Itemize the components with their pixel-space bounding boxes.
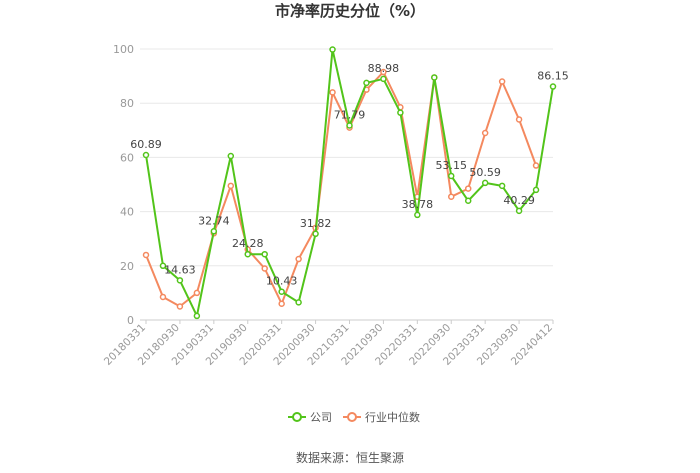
data-point[interactable] bbox=[142, 151, 150, 159]
data-point[interactable] bbox=[515, 116, 523, 123]
data-point[interactable] bbox=[397, 109, 404, 116]
data-point[interactable] bbox=[448, 193, 455, 200]
data-point[interactable] bbox=[498, 182, 506, 190]
data-label: 24.28 bbox=[232, 237, 264, 250]
data-point[interactable] bbox=[532, 162, 540, 169]
data-label: 10.43 bbox=[266, 275, 298, 288]
data-source: 数据来源：恒生聚源 bbox=[296, 450, 404, 465]
data-point[interactable] bbox=[549, 83, 557, 90]
data-point[interactable] bbox=[515, 207, 523, 215]
data-point[interactable] bbox=[380, 68, 387, 76]
data-label: 14.63 bbox=[164, 263, 196, 276]
y-tick-label: 100 bbox=[113, 43, 134, 56]
data-point[interactable] bbox=[295, 299, 302, 306]
data-label: 60.89 bbox=[130, 138, 162, 151]
legend-item-0[interactable]: 公司 bbox=[288, 411, 332, 424]
legend[interactable]: 公司 行业中位数 bbox=[288, 410, 420, 424]
data-point[interactable] bbox=[295, 255, 302, 263]
data-point[interactable] bbox=[278, 288, 285, 295]
data-point[interactable] bbox=[261, 250, 268, 258]
data-point[interactable] bbox=[532, 186, 540, 194]
data-label: 32.74 bbox=[198, 214, 230, 227]
data-point[interactable] bbox=[227, 152, 235, 160]
data-point[interactable] bbox=[278, 300, 285, 307]
y-tick-label: 40 bbox=[120, 206, 134, 219]
series-0 bbox=[142, 46, 557, 320]
data-point[interactable] bbox=[481, 179, 489, 187]
chart-title: 市净率历史分位（%） bbox=[275, 2, 425, 20]
data-point[interactable] bbox=[464, 185, 472, 192]
series-line bbox=[145, 71, 537, 308]
series-line bbox=[145, 48, 554, 317]
data-point[interactable] bbox=[176, 277, 184, 284]
data-point[interactable] bbox=[363, 79, 370, 87]
data-point[interactable] bbox=[176, 303, 184, 310]
data-point[interactable] bbox=[346, 122, 353, 129]
data-point[interactable] bbox=[481, 129, 489, 137]
data-point[interactable] bbox=[498, 78, 506, 85]
data-point[interactable] bbox=[329, 89, 336, 96]
data-point[interactable] bbox=[431, 74, 438, 81]
data-point[interactable] bbox=[329, 46, 336, 53]
y-tick-label: 60 bbox=[120, 151, 134, 164]
data-label: 53.15 bbox=[436, 159, 468, 172]
data-point[interactable] bbox=[380, 75, 387, 83]
data-point[interactable] bbox=[244, 250, 251, 258]
data-point[interactable] bbox=[448, 172, 455, 180]
data-point[interactable] bbox=[464, 197, 472, 205]
data-point[interactable] bbox=[159, 262, 167, 270]
data-label: 38.78 bbox=[402, 198, 434, 211]
data-label: 50.59 bbox=[469, 166, 501, 179]
data-point[interactable] bbox=[227, 182, 235, 190]
data-label: 86.15 bbox=[537, 70, 569, 83]
data-point[interactable] bbox=[159, 293, 167, 301]
legend-item-1[interactable]: 行业中位数 bbox=[343, 410, 420, 424]
data-point[interactable] bbox=[193, 289, 201, 297]
data-point[interactable] bbox=[414, 211, 421, 219]
x-axis: 2018033120180930201903312019093020200331… bbox=[102, 319, 555, 368]
legend-swatch-marker bbox=[292, 412, 302, 422]
legend-label: 公司 bbox=[310, 411, 332, 424]
legend-swatch-marker bbox=[347, 412, 357, 422]
legend-label: 行业中位数 bbox=[365, 410, 420, 424]
series-layer bbox=[142, 46, 557, 320]
data-point[interactable] bbox=[261, 265, 268, 272]
data-point[interactable] bbox=[193, 312, 201, 320]
y-tick-label: 80 bbox=[120, 97, 134, 110]
data-label: 71.79 bbox=[334, 108, 366, 121]
data-label: 40.29 bbox=[503, 194, 535, 207]
data-point[interactable] bbox=[312, 230, 319, 238]
y-tick-label: 0 bbox=[127, 314, 134, 327]
data-point[interactable] bbox=[210, 228, 218, 235]
data-label: 31.82 bbox=[300, 217, 332, 230]
data-point[interactable] bbox=[142, 251, 150, 259]
y-tick-label: 20 bbox=[120, 260, 134, 273]
data-label: 88.98 bbox=[368, 62, 400, 75]
y-axis-ticks: 0 20 40 60 80 100 bbox=[113, 43, 134, 327]
